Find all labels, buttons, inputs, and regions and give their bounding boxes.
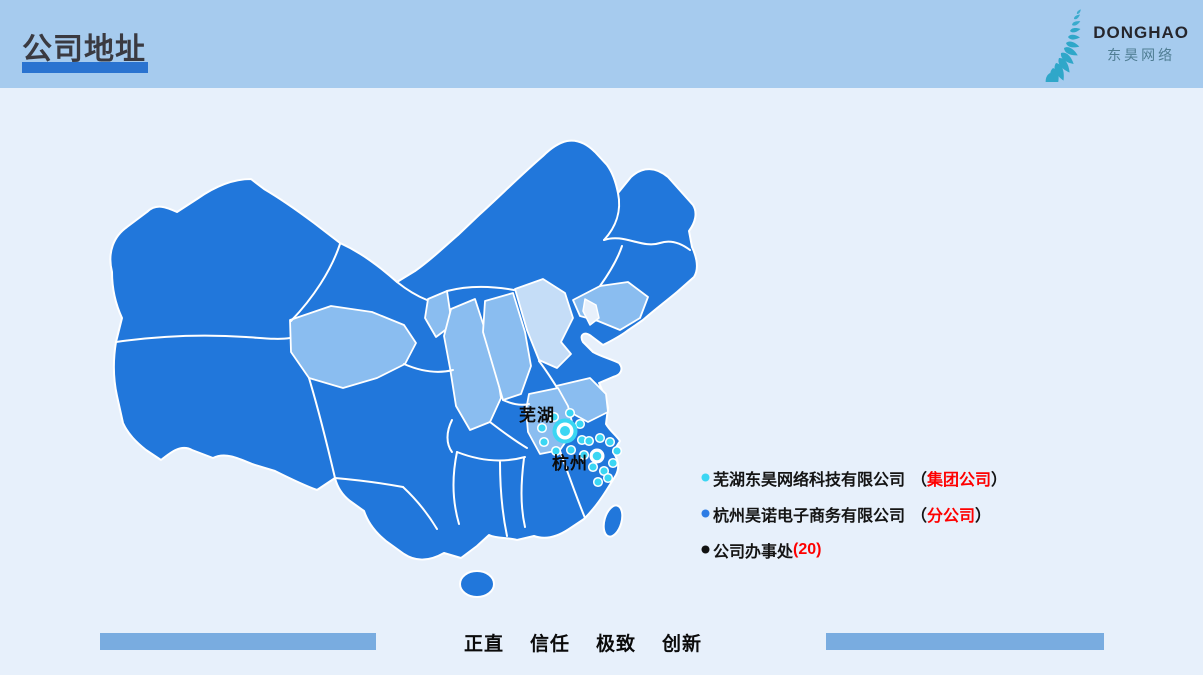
- header-band: 公司地址: [0, 0, 1203, 88]
- hangzhou-branch-marker: [589, 448, 605, 464]
- wuhu-hq-marker: [552, 418, 578, 444]
- logo-text: DONGHAO 东昊网络: [1093, 23, 1189, 65]
- page-title: 公司地址: [22, 33, 146, 66]
- taiwan-island: [602, 504, 624, 538]
- legend-item-offices: 公司办事处 (20): [701, 538, 1007, 561]
- province-hebei: [514, 278, 574, 369]
- legend-company-name: 杭州昊诺电子商务有限公司: [713, 507, 906, 525]
- office-location-dots: [536, 407, 623, 488]
- province-shanxi: [482, 292, 532, 401]
- legend-bullet-cyan: [701, 473, 710, 482]
- china-map: [109, 139, 698, 598]
- footer-bar-left: [100, 633, 376, 650]
- bohai-bay: [582, 298, 600, 326]
- footer-bar-right: [826, 633, 1104, 650]
- logo-fan-icon: [1045, 8, 1082, 82]
- legend-company-name: 芜湖东昊网络科技有限公司: [713, 471, 906, 489]
- map-landmass: [109, 139, 698, 598]
- legend-paren: ）: [975, 507, 992, 525]
- hangzhou-label: 杭州: [552, 454, 588, 473]
- motto-word: 极致: [596, 634, 637, 655]
- motto-word: 创新: [662, 634, 703, 655]
- company-logo: DONGHAO 东昊网络: [1027, 4, 1195, 84]
- legend-item-group-company: 芜湖东昊网络科技有限公司 （集团公司）: [701, 466, 1007, 489]
- motto-word: 信任: [530, 634, 571, 655]
- logo-subtitle: 东昊网络: [1107, 47, 1176, 63]
- legend-paren: （: [911, 471, 928, 489]
- logo-name: DONGHAO: [1093, 23, 1189, 42]
- legend-bullet-blue: [701, 509, 710, 518]
- legend-tag: 集团公司: [927, 471, 992, 489]
- legend-tag: 分公司: [927, 507, 976, 525]
- legend-paren: （: [911, 507, 928, 525]
- legend-paren: ）: [991, 471, 1008, 489]
- legend: 芜湖东昊网络科技有限公司（集团公司） 杭州昊诺电子商务有限公司（分公司） 公司办…: [701, 466, 1007, 574]
- company-motto: 正直 信任 极致 创新: [464, 629, 702, 656]
- legend-item-branch-company: 杭州昊诺电子商务有限公司 （分公司）: [701, 502, 1007, 525]
- title-underline: [22, 62, 148, 73]
- legend-bullet-black: [701, 545, 710, 554]
- hainan-island: [459, 570, 495, 598]
- province-ningxia: [424, 290, 453, 338]
- legend-office-count: (20): [793, 540, 822, 558]
- map-province-borders: [115, 192, 691, 537]
- motto-word: 正直: [464, 634, 505, 655]
- legend-company-name: 公司办事处: [713, 543, 794, 561]
- wuhu-label: 芜湖: [519, 406, 555, 425]
